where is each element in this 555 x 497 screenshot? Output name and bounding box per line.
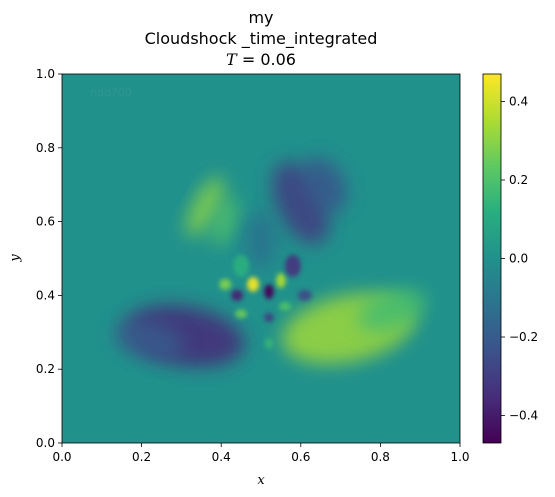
y-axis-label: y bbox=[8, 254, 23, 263]
heatmap-feature-17 bbox=[297, 289, 312, 301]
y-axis: 0.0 0.2 0.4 0.6 0.8 1.0 bbox=[36, 67, 62, 450]
colorbar-tick-label: 0.0 bbox=[509, 252, 528, 266]
heatmap-feature-20 bbox=[233, 254, 250, 277]
heatmap-feature-14 bbox=[264, 313, 274, 322]
colorbar-tick-label: 0.4 bbox=[509, 94, 528, 108]
heatmap-feature-1 bbox=[114, 319, 185, 360]
x-axis-label: x bbox=[257, 473, 265, 488]
x-tick-label: 0.8 bbox=[371, 450, 390, 464]
heatmap-field bbox=[114, 157, 427, 367]
heatmap-feature-10 bbox=[264, 284, 274, 300]
x-tick-label: 0.2 bbox=[132, 450, 151, 464]
heatmap-feature-9 bbox=[247, 276, 260, 292]
x-tick-label: 0.0 bbox=[52, 450, 71, 464]
chart-time-label: T = 0.06 bbox=[62, 51, 460, 69]
colorbar-gradient bbox=[483, 74, 501, 443]
heatmap-feature-5 bbox=[212, 197, 239, 247]
heatmap-feature-7 bbox=[301, 157, 348, 213]
colorbar-tick-label: −0.4 bbox=[509, 409, 538, 423]
heatmap-feature-15 bbox=[278, 302, 291, 311]
chart-title-line-2: Cloudshock _time_integrated bbox=[144, 29, 378, 48]
time-symbol: T bbox=[226, 50, 237, 69]
colorbar: −0.4 −0.2 0.0 0.2 0.4 bbox=[482, 73, 538, 444]
y-tick-label: 1.0 bbox=[36, 67, 55, 81]
y-tick-label: 0.4 bbox=[36, 288, 55, 302]
colorbar-ticks: −0.4 −0.2 0.0 0.2 0.4 bbox=[501, 94, 538, 423]
x-axis: 0.0 0.2 0.4 0.6 0.8 1.0 bbox=[52, 443, 470, 464]
x-tick-label: 1.0 bbox=[450, 450, 469, 464]
colorbar-tick-label: −0.2 bbox=[509, 330, 538, 344]
heatmap-feature-16 bbox=[264, 337, 273, 349]
heatmap-feature-3 bbox=[358, 288, 427, 332]
time-value: 0.06 bbox=[260, 50, 296, 69]
heatmap-feature-18 bbox=[219, 278, 232, 290]
watermark: ndd700 bbox=[90, 86, 132, 99]
y-tick-label: 0.2 bbox=[36, 362, 55, 376]
colorbar-tick-label: 0.2 bbox=[509, 173, 528, 187]
time-relation: = bbox=[241, 50, 256, 69]
heatmap-feature-11 bbox=[276, 273, 286, 289]
y-tick-label: 0.6 bbox=[36, 215, 55, 229]
y-tick-label: 0.8 bbox=[36, 141, 55, 155]
plot-frame bbox=[61, 73, 461, 444]
heatmap-feature-19 bbox=[284, 254, 301, 277]
heatmap-feature-12 bbox=[231, 289, 244, 301]
y-tick-label: 0.0 bbox=[36, 436, 55, 450]
heatmap-feature-4 bbox=[186, 176, 225, 237]
heatmap-feature-8 bbox=[245, 210, 277, 270]
heatmap-feature-13 bbox=[235, 309, 248, 319]
x-tick-label: 0.4 bbox=[212, 450, 231, 464]
chart-title-line-1: my bbox=[248, 8, 274, 27]
x-tick-label: 0.6 bbox=[291, 450, 310, 464]
